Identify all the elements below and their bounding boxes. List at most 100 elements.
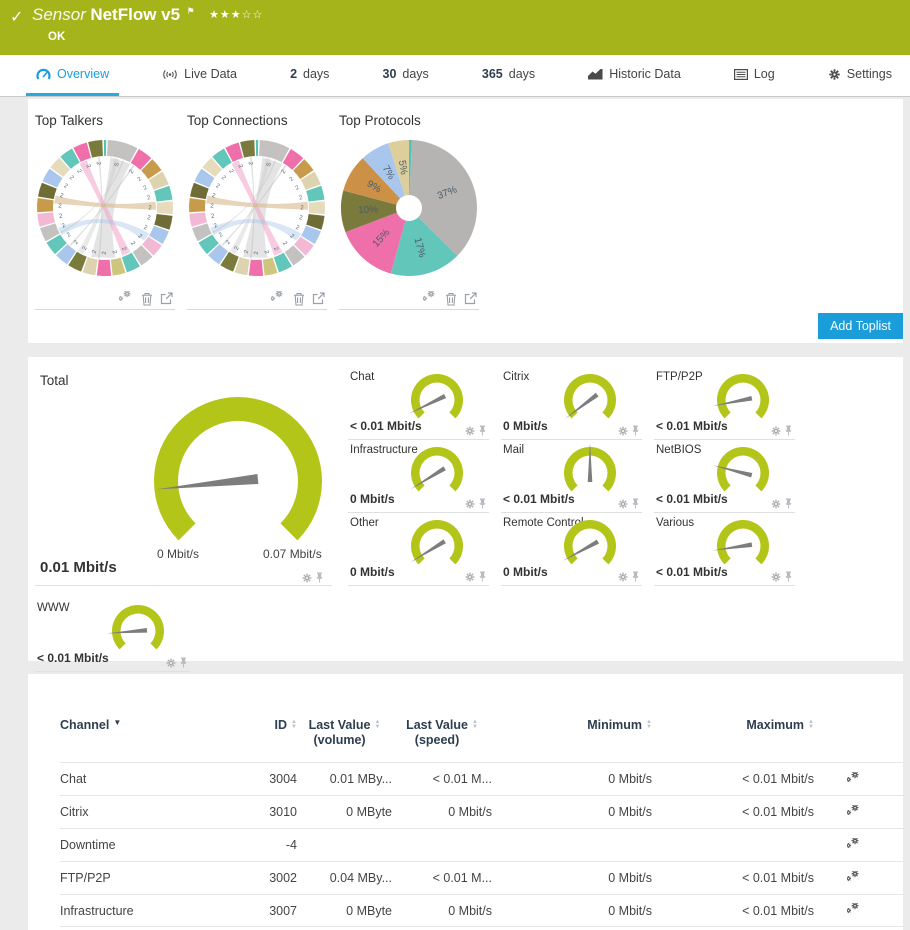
gauge-settings-icon[interactable] — [618, 572, 628, 582]
add-toplist-button[interactable]: Add Toplist — [818, 313, 903, 339]
table-row-chat[interactable]: Chat 3004 0.01 MBy... < 0.01 M... 0 Mbit/s < … — [60, 762, 903, 795]
gauge-pin-icon[interactable] — [631, 498, 640, 509]
column-header-maximum[interactable]: Maximum ▲ ▼ — [746, 718, 814, 732]
gauge-pin-icon[interactable] — [784, 425, 793, 436]
toplist-settings-icon[interactable] — [423, 291, 438, 306]
gauge-pin-icon[interactable] — [315, 572, 324, 583]
tab-historic-data[interactable]: Historic Data — [578, 55, 691, 96]
gauge-pin-icon[interactable] — [631, 425, 640, 436]
toplists-row: Top Talkers S 2 2 2 2 2 2 2 2 2 2 2 2 2 2 2 2 2 2 2 2 2 2 2 2 2 Top… — [35, 111, 903, 310]
table-row-ftp-p2p[interactable]: FTP/P2P 3002 0.04 MBy... < 0.01 M... 0 Mbit/… — [60, 861, 903, 894]
svg-text:2: 2 — [61, 223, 67, 230]
gauge-settings-icon[interactable] — [465, 426, 475, 436]
gauge-settings-icon[interactable] — [465, 572, 475, 582]
svg-text:2: 2 — [247, 161, 254, 166]
gauge-pin-icon[interactable] — [631, 571, 640, 582]
status-ok-check-icon: ✓ — [10, 9, 24, 26]
svg-text:2: 2 — [211, 193, 216, 200]
sort-icon[interactable]: ▲ ▼ — [291, 719, 297, 730]
gauge-settings-icon[interactable] — [302, 573, 312, 583]
tab-2-days[interactable]: 2 days — [290, 67, 330, 81]
toplist-title: Top Talkers — [35, 113, 104, 128]
toplist-open-icon[interactable] — [312, 292, 325, 305]
tab-live-data[interactable]: Live Data — [152, 55, 247, 96]
toplist-top-talkers: Top Talkers S 2 2 2 2 2 2 2 2 2 2 2 2 2 2 2 2 2 2 2 2 2 2 2 2 2 — [35, 111, 187, 310]
svg-text:2: 2 — [58, 204, 62, 210]
sensor-header: ✓ Sensor NetFlow v5 ⚑ ★★★☆☆ OK — [0, 0, 910, 55]
gauge-cell-chat: Chat < 0.01 Mbit/s — [348, 367, 489, 440]
svg-text:2: 2 — [136, 233, 143, 240]
tab-overview[interactable]: Overview — [26, 55, 120, 96]
table-header: Channel ▼ ID ▲ ▼ Last Value (volume) ▲ ▼ Last … — [60, 718, 903, 762]
column-header-last-value-speed[interactable]: Last Value (speed) ▲ ▼ — [406, 718, 478, 747]
toplist-open-icon[interactable] — [464, 292, 477, 305]
gauge-settings-icon[interactable] — [618, 426, 628, 436]
toplist-delete-icon[interactable] — [293, 292, 305, 306]
gauge-pin-icon[interactable] — [784, 498, 793, 509]
cell-maximum: < 0.01 Mbit/s — [742, 903, 814, 918]
svg-text:2: 2 — [254, 251, 260, 255]
gauge-settings-icon[interactable] — [771, 572, 781, 582]
channel-name: Remote Control — [503, 517, 584, 529]
toplist-open-icon[interactable] — [160, 292, 173, 305]
channel-value: 0 Mbit/s — [503, 565, 548, 579]
channel-settings-icon[interactable] — [814, 903, 894, 918]
tab-log[interactable]: Log — [724, 55, 785, 96]
gauge-icon — [36, 68, 51, 81]
log-icon — [733, 68, 748, 80]
priority-flag-icon[interactable]: ⚑ — [186, 5, 195, 16]
gauge-pin-icon[interactable] — [478, 498, 487, 509]
svg-text:2: 2 — [84, 164, 91, 170]
gauge-settings-icon[interactable] — [166, 658, 176, 668]
gauge-pin-icon[interactable] — [478, 571, 487, 582]
channel-settings-icon[interactable] — [814, 771, 894, 787]
gauge-pin-icon[interactable] — [179, 657, 188, 668]
toplist-title: Top Connections — [187, 113, 288, 128]
toplist-delete-icon[interactable] — [445, 292, 457, 306]
gauge-pin-icon[interactable] — [784, 571, 793, 582]
svg-text:2: 2 — [210, 204, 214, 210]
gauge-pin-icon[interactable] — [478, 425, 487, 436]
tab-30-days[interactable]: 30 days — [382, 67, 429, 81]
channel-settings-icon[interactable] — [814, 804, 894, 820]
gauge-cell-www: WWW < 0.01 Mbit/s — [35, 598, 190, 672]
svg-text:2: 2 — [300, 205, 304, 211]
priority-stars[interactable]: ★★★☆☆ — [209, 9, 264, 21]
sort-icon[interactable]: ▲ ▼ — [646, 719, 652, 730]
channel-settings-icon[interactable] — [814, 870, 894, 886]
cell-minimum: 0 Mbit/s — [608, 772, 652, 786]
sensor-name: NetFlow v5 — [90, 5, 181, 24]
toplist-delete-icon[interactable] — [141, 292, 153, 306]
tab-365-days[interactable]: 365 days — [481, 67, 536, 81]
toplist-settings-icon[interactable] — [271, 291, 286, 306]
cell-channel: Chat — [60, 772, 87, 786]
svg-text:2: 2 — [227, 168, 234, 175]
channel-gauge — [407, 372, 467, 433]
channel-name: Citrix — [503, 371, 530, 383]
tab-settings[interactable]: Settings — [818, 55, 902, 96]
sort-icon[interactable]: ▲ ▼ — [471, 719, 478, 730]
toplists-panel: Top Talkers S 2 2 2 2 2 2 2 2 2 2 2 2 2 2 2 2 2 2 2 2 2 2 2 2 2 Top… — [28, 99, 903, 343]
table-row-citrix[interactable]: Citrix 3010 0 MByte 0 Mbit/s 0 Mbit/s < 0.01 … — [60, 795, 903, 828]
gauge-settings-icon[interactable] — [618, 499, 628, 509]
toplist-settings-icon[interactable] — [119, 291, 134, 306]
gauge-settings-icon[interactable] — [771, 499, 781, 509]
table-row-infrastructure[interactable]: Infrastructure 3007 0 MByte 0 Mbit/s 0 Mbit/… — [60, 894, 903, 927]
column-header-channel[interactable]: Channel ▼ — [60, 718, 122, 732]
column-header-id[interactable]: ID ▲ ▼ — [274, 718, 297, 732]
sort-icon[interactable]: ▲ ▼ — [808, 719, 814, 730]
cell-maximum: < 0.01 Mbit/s — [742, 871, 814, 885]
gauge-settings-icon[interactable] — [771, 426, 781, 436]
sort-desc-icon[interactable]: ▼ — [113, 718, 122, 727]
sort-icon[interactable]: ▲ ▼ — [374, 719, 381, 730]
svg-text:2: 2 — [294, 225, 300, 232]
gauge-settings-icon[interactable] — [465, 499, 475, 509]
column-header-last-value-volume[interactable]: Last Value (volume) ▲ ▼ — [308, 718, 381, 747]
channel-settings-icon[interactable] — [814, 837, 894, 853]
channel-gauge — [712, 372, 773, 433]
svg-text:2: 2 — [281, 241, 288, 248]
cell-id: 3002 — [269, 871, 297, 885]
column-header-minimum[interactable]: Minimum ▲ ▼ — [587, 718, 652, 732]
table-row-downtime[interactable]: Downtime -4 — [60, 828, 903, 861]
